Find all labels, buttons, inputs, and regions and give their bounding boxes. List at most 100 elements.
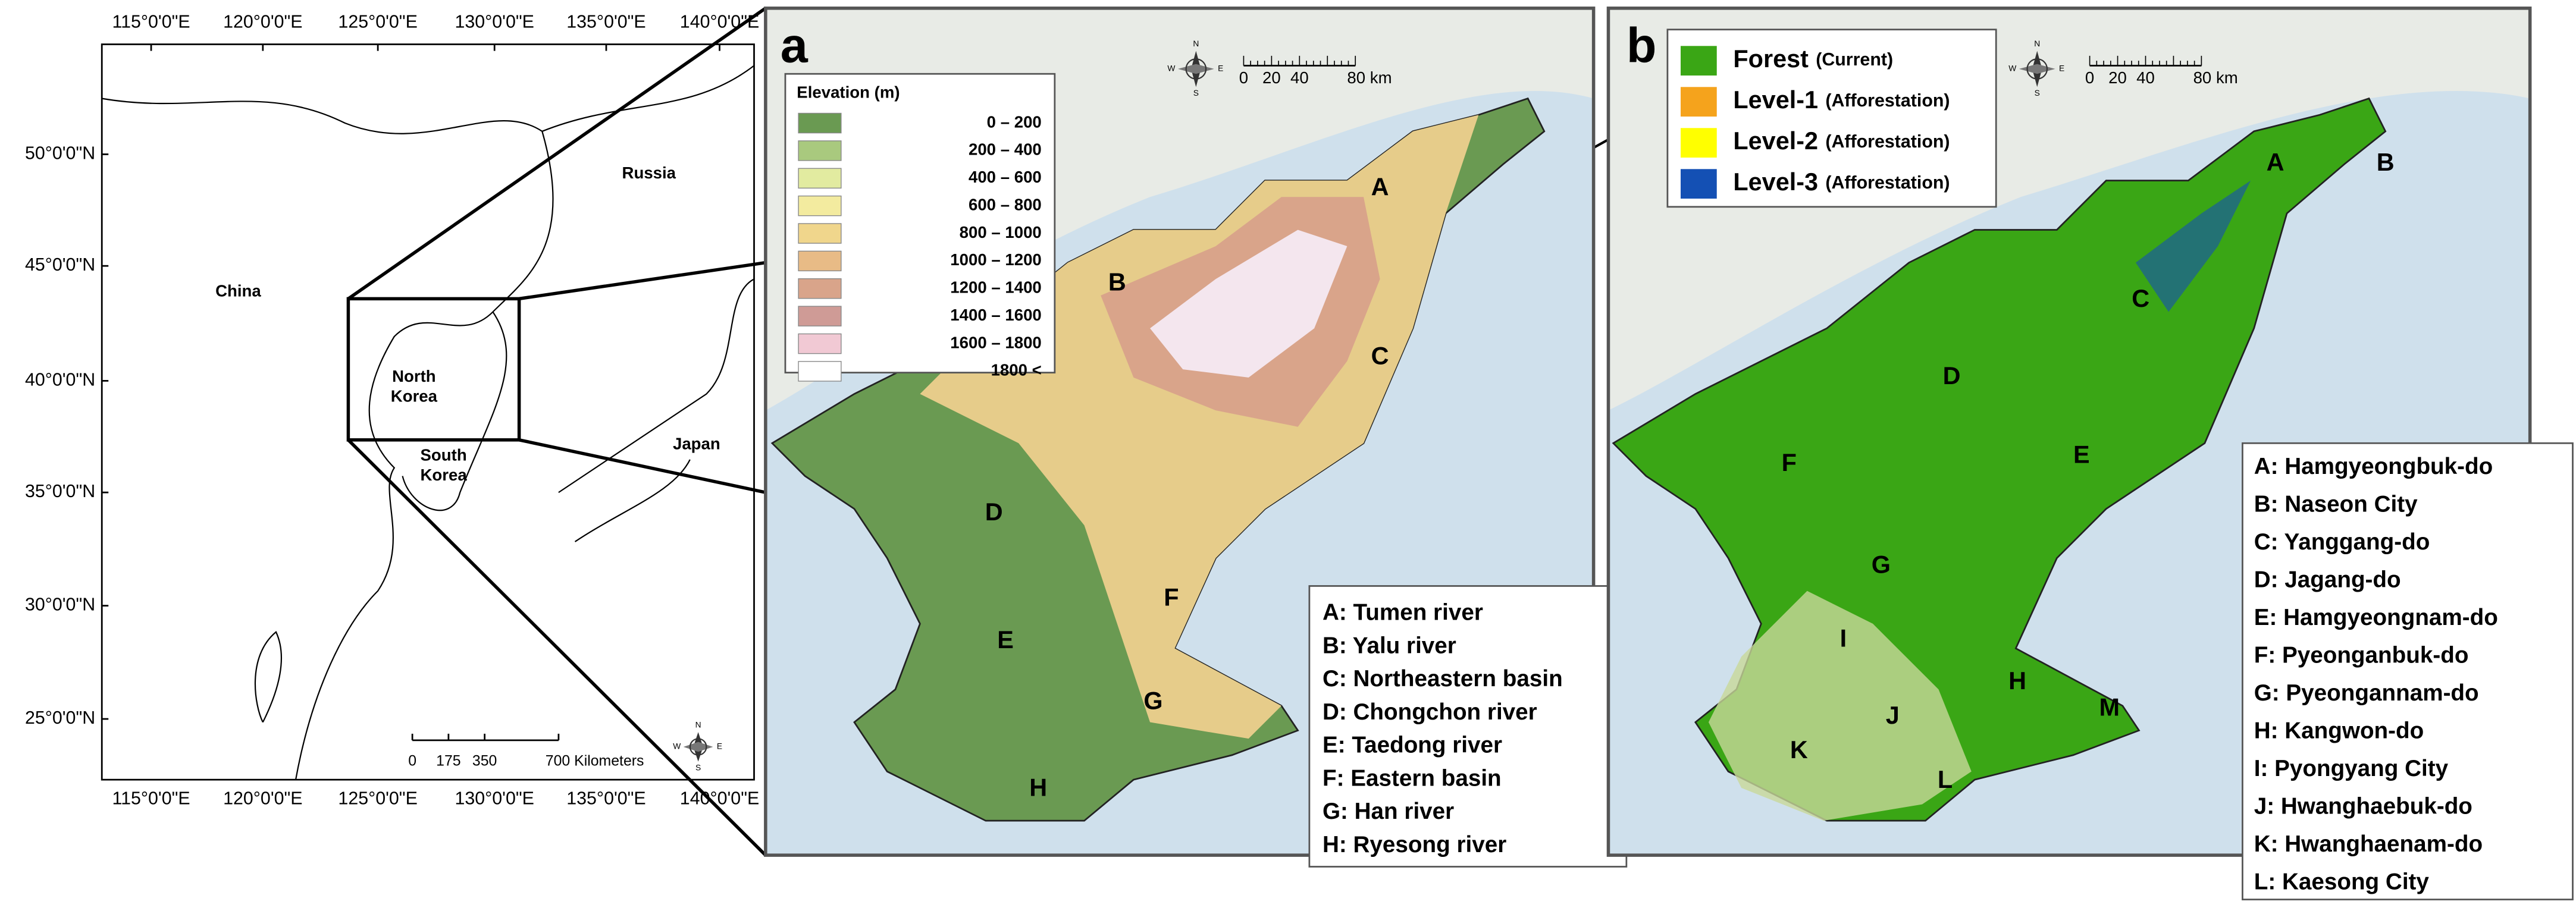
map-label: F: [1164, 583, 1179, 611]
lon-label: 115°0'0"E: [112, 12, 190, 32]
compass-label: E: [1218, 64, 1223, 73]
lon-label: 140°0'0"E: [680, 12, 759, 32]
legend-label: 1600 – 1800: [950, 333, 1041, 351]
compass-ring: [689, 738, 707, 756]
compass-label: W: [1167, 64, 1175, 73]
compass-ring: [2026, 58, 2048, 80]
map-label: A: [1371, 173, 1389, 200]
coastlines: [102, 65, 755, 780]
place-label: Korea: [420, 466, 467, 484]
scale-label: 175: [436, 753, 460, 769]
key-entry: M: Kumgangsan: [2254, 907, 2433, 911]
compass-label: W: [673, 742, 681, 751]
peaks: [1150, 230, 1347, 378]
legend-swatch: [1680, 169, 1717, 199]
key-entry: I: Pyongyang City: [2254, 756, 2449, 781]
zoom-line: [519, 438, 766, 494]
key-entry: C: Northeastern basin: [1323, 666, 1563, 692]
lat-label: 30°0'0"N: [25, 595, 95, 615]
scale-label: 350: [472, 753, 497, 769]
map-label: D: [985, 498, 1003, 526]
key-entry: K: Hwanghaenam-do: [2254, 831, 2483, 857]
place-label: Russia: [622, 164, 676, 182]
legend-label: 1400 – 1600: [950, 306, 1041, 324]
scale-label: 40: [2136, 68, 2155, 87]
key-entry: L: Kaesong City: [2254, 869, 2430, 894]
legend-label: 400 – 600: [969, 168, 1042, 186]
map-label: I: [1840, 624, 1847, 652]
lat-label: 45°0'0"N: [25, 255, 95, 275]
lat-label: 50°0'0"N: [25, 143, 95, 163]
map-label: C: [1371, 343, 1389, 370]
key-entry: A: Tumen river: [1323, 600, 1483, 626]
compass-label: W: [2008, 64, 2016, 73]
lon-label: 115°0'0"E: [112, 789, 190, 808]
scale-label: 20: [2108, 68, 2127, 87]
legend-swatch: [798, 112, 842, 134]
compass-ring: [1185, 58, 1207, 80]
lat-label: 25°0'0"N: [25, 708, 95, 728]
legend-swatch: [1680, 46, 1717, 76]
legend-label: 1800 <: [991, 361, 1042, 379]
map-label: E: [997, 626, 1014, 654]
legend-name: Level-2: [1733, 127, 1818, 155]
panel-b-frame: [1606, 7, 2532, 857]
key-entry: F: Pyeonganbuk-do: [2254, 642, 2469, 668]
map-label: M: [2099, 693, 2120, 721]
lon-label: 135°0'0"E: [566, 789, 645, 808]
map-label: J: [1886, 702, 1900, 729]
legend-label: 200 – 400: [969, 140, 1042, 159]
key-entry: H: Ryesong river: [1323, 832, 1506, 857]
lon-label: 140°0'0"E: [680, 789, 759, 808]
legend-note: (Current): [1816, 50, 1893, 70]
map-label: F: [1782, 449, 1797, 476]
zoom-box: [346, 297, 521, 442]
map-label: E: [2073, 441, 2090, 468]
map-label: A: [2267, 149, 2284, 176]
lon-label: 125°0'0"E: [338, 12, 417, 32]
map-label: G: [1143, 687, 1162, 714]
legend-label: 1000 – 1200: [950, 250, 1041, 269]
key-entry: D: Jagang-do: [2254, 567, 2401, 592]
map-label: D: [1943, 362, 1961, 389]
legend-name: Level-1: [1733, 86, 1818, 114]
compass-label: S: [695, 763, 701, 772]
key-entry: E: Taedong river: [1323, 733, 1502, 758]
compass-label: N: [2034, 39, 2040, 48]
key-entry: G: Pyeongannam-do: [2254, 680, 2479, 706]
compass-label: E: [717, 742, 722, 751]
legend-label: 800 – 1000: [960, 223, 1042, 241]
scale-label: 40: [1290, 68, 1309, 87]
panel-letter: a: [781, 18, 808, 73]
key-entry: A: Hamgyeongbuk-do: [2254, 454, 2493, 479]
map-label: L: [1938, 766, 1953, 793]
legend-swatch: [798, 361, 842, 382]
legend-label: 0 – 200: [987, 112, 1042, 131]
overview-frame: [101, 43, 755, 781]
legend-swatch: [798, 250, 842, 272]
legend-swatch: [798, 333, 842, 354]
map-label: B: [2377, 149, 2395, 176]
map-label: H: [1029, 774, 1047, 802]
zoom-line: [347, 7, 767, 300]
place-label: North: [392, 367, 436, 385]
map-label: G: [1872, 551, 1891, 578]
scale-label: 20: [1262, 68, 1281, 87]
map-label: K: [1790, 736, 1808, 764]
legend-swatch: [798, 195, 842, 216]
legend-swatch: [798, 168, 842, 189]
legend-note: (Afforestation): [1825, 91, 1950, 111]
legend-label: Level-1 (Afforestation): [1733, 86, 1950, 115]
legend-label: Level-2 (Afforestation): [1733, 127, 1950, 156]
scale-label: 0: [408, 753, 416, 769]
map-label: H: [2008, 667, 2026, 695]
lon-label: 125°0'0"E: [338, 789, 417, 808]
legend-title: Elevation (m): [797, 83, 900, 102]
legend-name: Forest: [1733, 45, 1809, 73]
lat-label: 40°0'0"N: [25, 370, 95, 389]
lon-label: 135°0'0"E: [566, 12, 645, 32]
key-entry: D: Chongchon river: [1323, 699, 1537, 725]
compass-label: S: [1193, 89, 1199, 98]
